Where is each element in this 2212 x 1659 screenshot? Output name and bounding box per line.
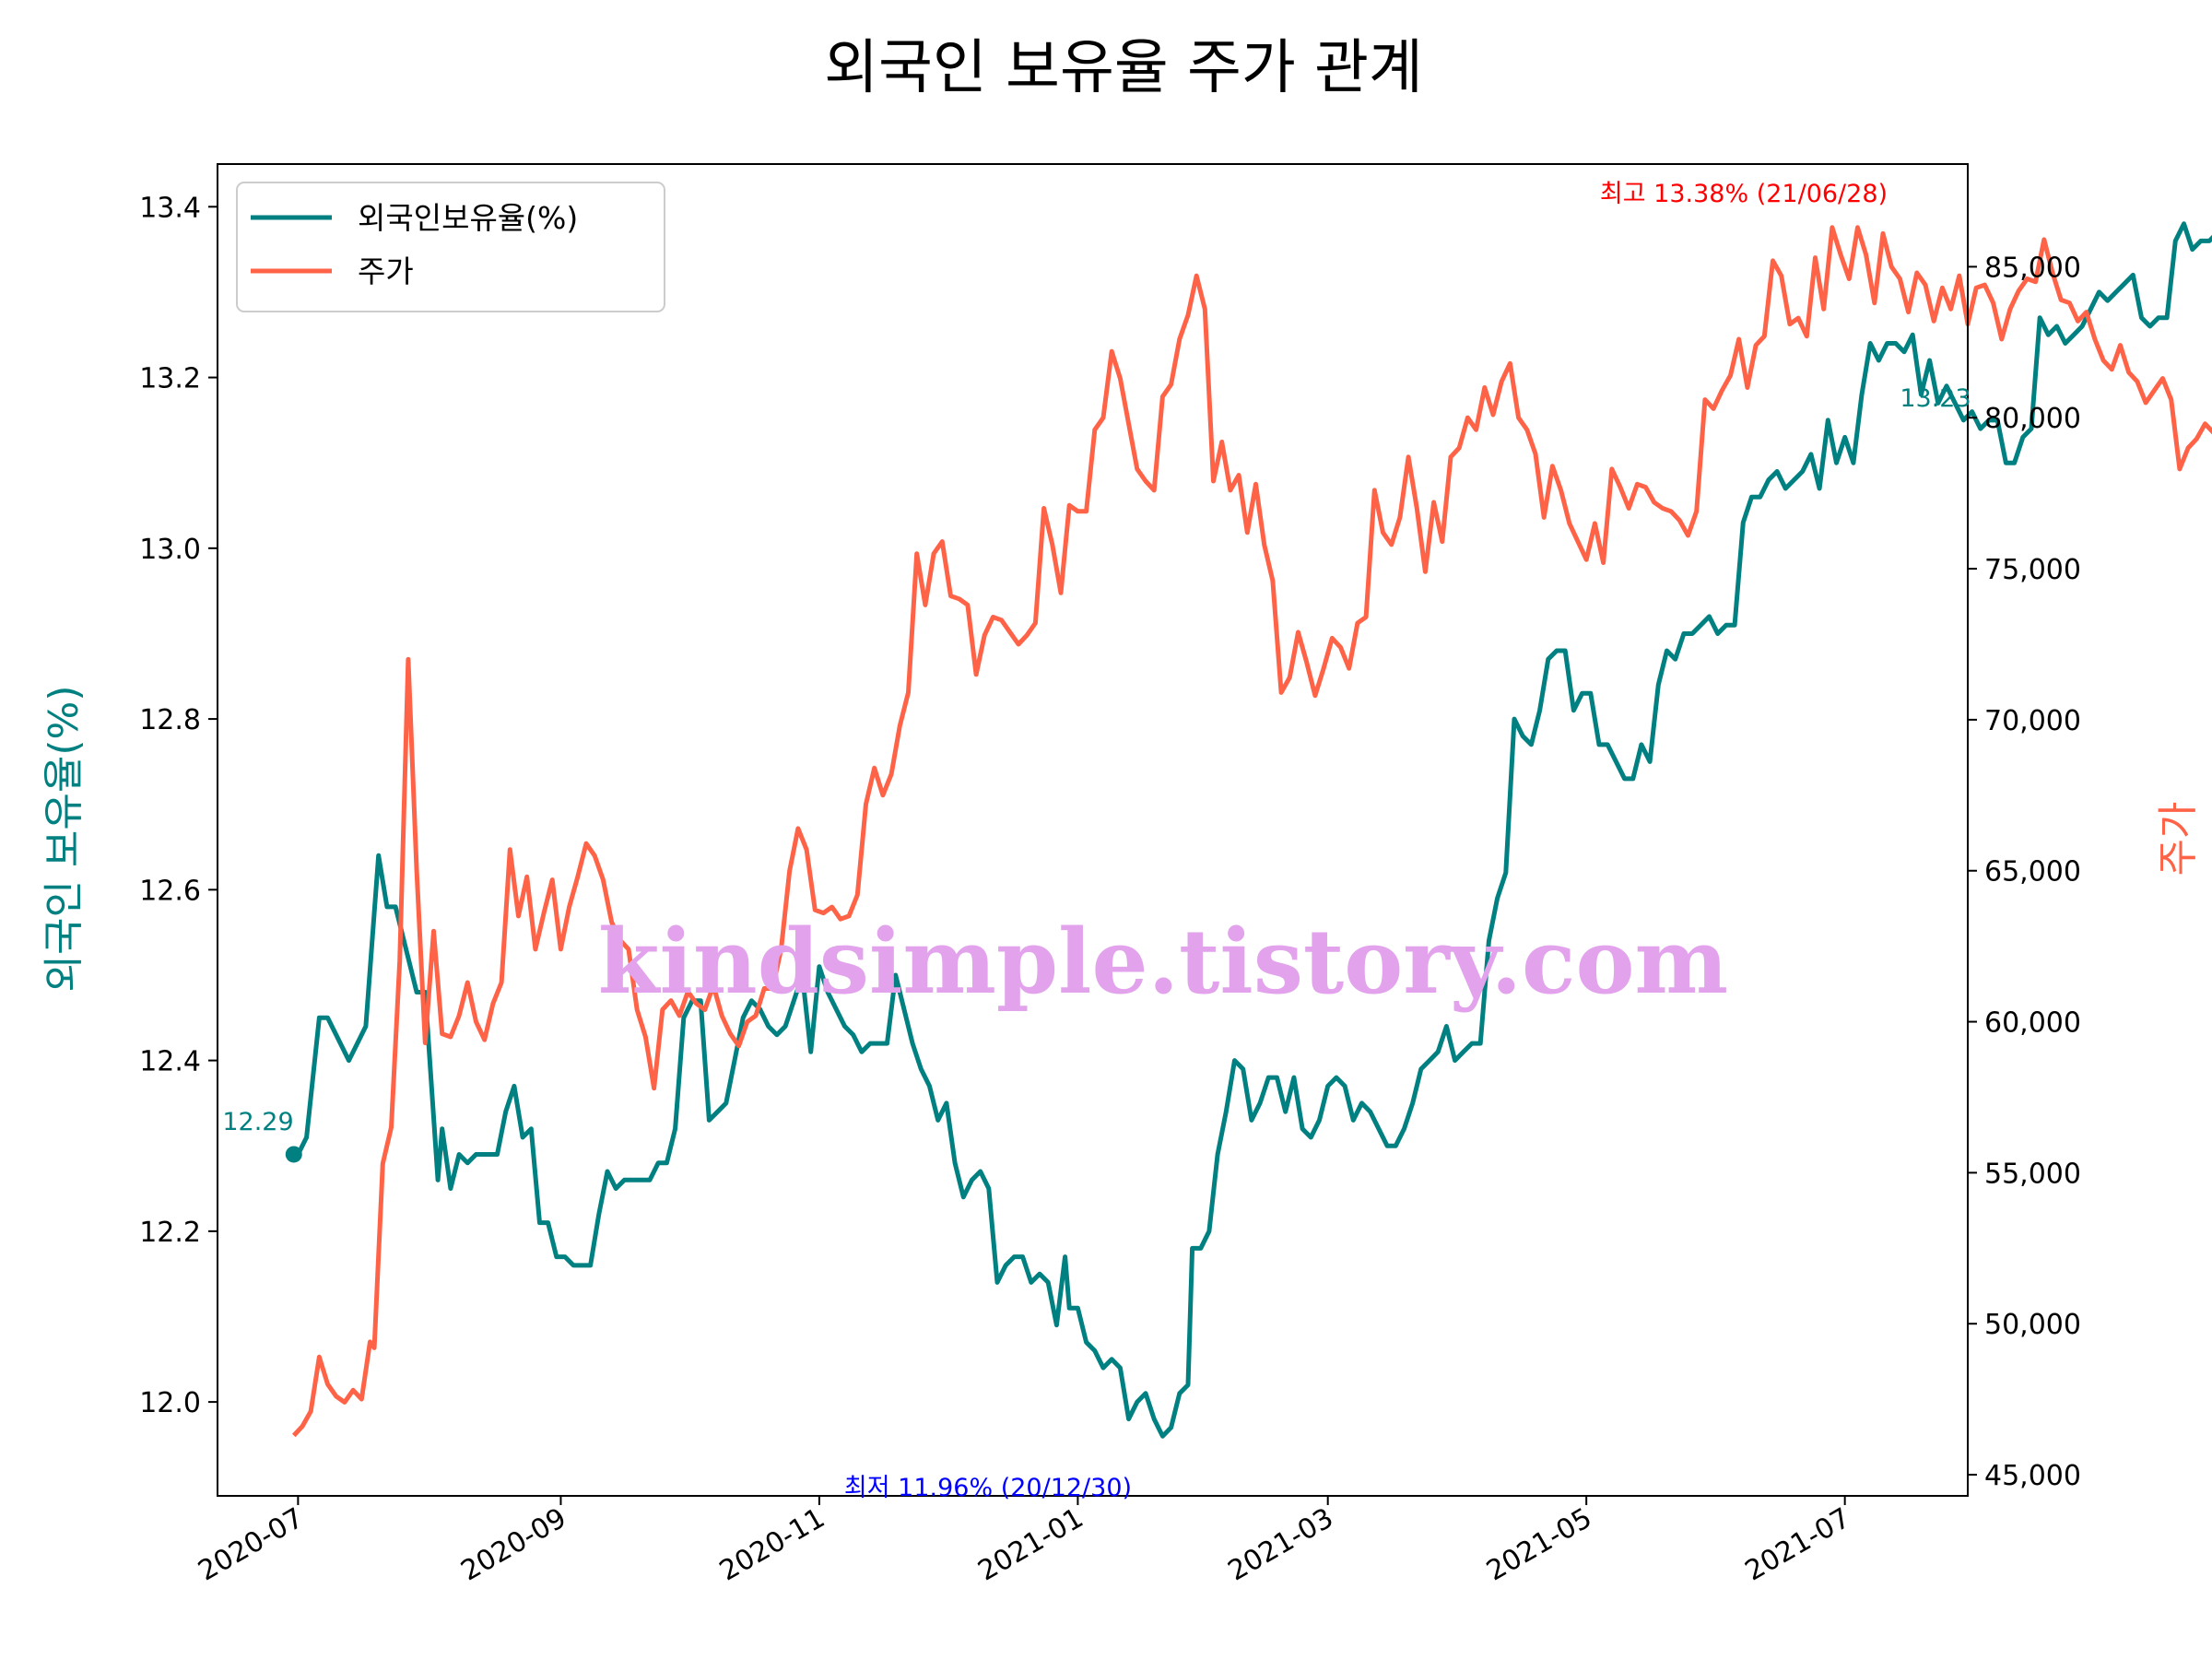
legend-frame <box>236 182 665 312</box>
min-annotation: 최저 11.96% (20/12/30) <box>844 1474 1132 1502</box>
y-right-tick-label: 50,000 <box>1984 1309 2081 1341</box>
start-point-marker <box>285 1146 302 1163</box>
y-right-tick-label: 80,000 <box>1984 403 2081 435</box>
series-line-price <box>291 225 2212 1438</box>
chart-title: 외국인 보유율 주가 관계 <box>824 34 1423 102</box>
x-tick-label: 2021-03 <box>1223 1502 1339 1588</box>
y-left-tick-label: 13.2 <box>139 363 201 395</box>
y-right-tick-label: 70,000 <box>1984 705 2081 737</box>
legend: 외국인보유율(%) 주가 <box>236 182 665 312</box>
y-right-tick-label: 45,000 <box>1984 1460 2081 1492</box>
y-right-tick-label: 65,000 <box>1984 856 2081 888</box>
y-left-tick-label: 13.0 <box>139 534 201 566</box>
y-left-tick-label: 12.2 <box>139 1217 201 1249</box>
y-axis-right-label: 주가 <box>2155 802 2202 877</box>
x-tick-label: 2020-07 <box>193 1502 309 1588</box>
x-tick-label: 2021-05 <box>1481 1502 1597 1588</box>
y-left-tick-label: 12.6 <box>139 875 201 907</box>
y-left-tick-label: 12.8 <box>139 704 201 736</box>
plot-frame <box>217 163 1969 1497</box>
legend-label-price: 주가 <box>358 253 414 289</box>
x-tick-label: 2020-11 <box>714 1502 830 1588</box>
y-right-tick-label: 55,000 <box>1984 1158 2081 1190</box>
legend-label-ratio: 외국인보유율(%) <box>358 200 578 236</box>
x-tick-label: 2020-09 <box>455 1502 571 1588</box>
x-tick-label: 2021-01 <box>972 1502 1088 1588</box>
max-annotation: 최고 13.38% (21/06/28) <box>1600 180 1888 208</box>
y-axis-left-label: 외국인 보유율(%) <box>41 685 88 992</box>
y-right-tick-label: 85,000 <box>1984 252 2081 284</box>
y-right-tick-label: 60,000 <box>1984 1007 2081 1040</box>
x-tick-label: 2021-07 <box>1740 1502 1856 1588</box>
end-value-label: 13.23 <box>1900 384 1971 413</box>
series-line-ratio <box>293 221 2212 1439</box>
start-value-label: 12.29 <box>222 1108 293 1136</box>
y-left-tick-label: 12.4 <box>139 1046 201 1078</box>
y-left-tick-label: 13.4 <box>139 192 201 224</box>
y-left-tick-label: 12.0 <box>139 1387 201 1419</box>
watermark-text: kindsimple.tistory.com <box>598 910 1728 1014</box>
plot-area <box>285 221 2212 1439</box>
y-right-tick-label: 75,000 <box>1984 554 2081 586</box>
